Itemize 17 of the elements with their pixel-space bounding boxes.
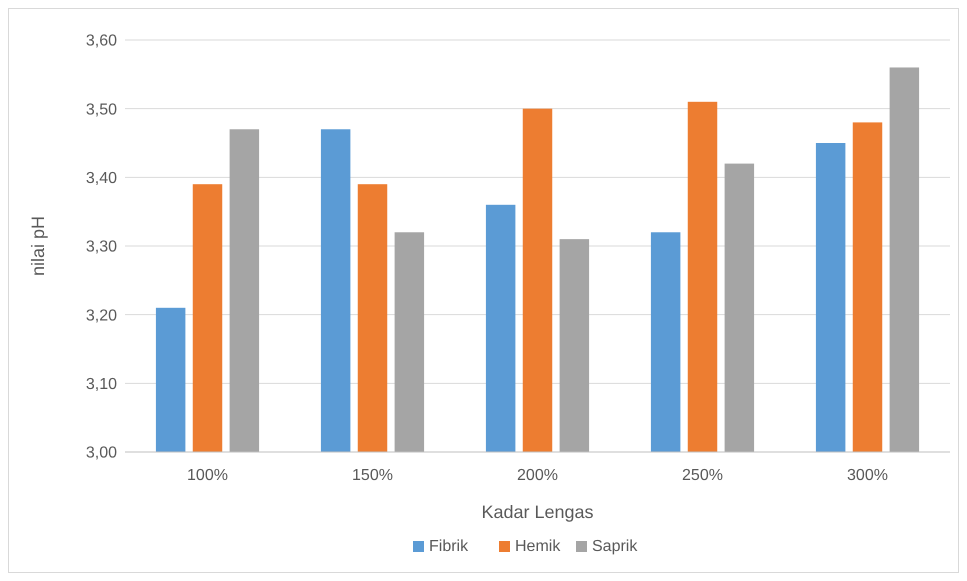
x-tick-label: 250%	[682, 467, 723, 484]
x-tick-label: 200%	[517, 467, 558, 484]
y-tick-label: 3,30	[86, 238, 118, 256]
x-tick-label: 300%	[847, 467, 888, 484]
y-tick-label: 3,60	[86, 32, 118, 50]
legend-label: Fibrik	[429, 538, 470, 555]
x-axis-title: Kadar Lengas	[481, 502, 594, 522]
y-tick-label: 3,00	[86, 444, 118, 462]
y-tick-label: 3,50	[86, 101, 118, 118]
y-tick-label: 3,20	[86, 307, 118, 324]
x-tick-label: 100%	[187, 467, 228, 484]
y-axis-title: nilai pH	[28, 216, 48, 276]
legend-label: Saprik	[592, 538, 638, 555]
x-tick-label: 150%	[352, 467, 393, 484]
legend-label: Hemik	[515, 538, 562, 555]
y-tick-label: 3,40	[86, 170, 118, 187]
y-tick-label: 3,10	[86, 376, 118, 393]
